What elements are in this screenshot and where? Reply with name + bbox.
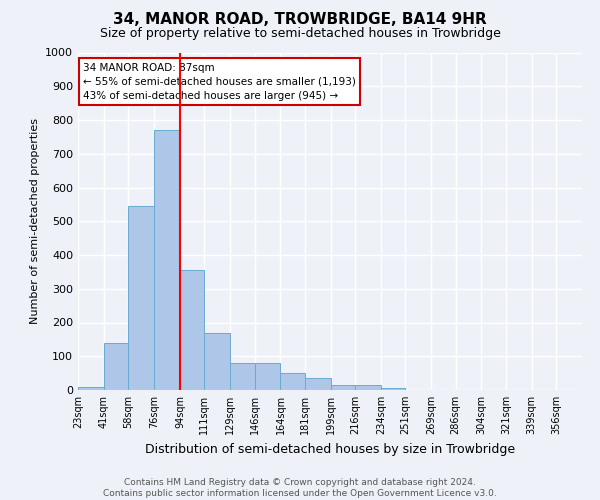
Bar [381, 388, 406, 390]
Bar [254, 363, 280, 390]
Bar [78, 386, 104, 390]
X-axis label: Distribution of semi-detached houses by size in Trowbridge: Distribution of semi-detached houses by … [145, 442, 515, 456]
Bar [280, 373, 305, 390]
Text: 34 MANOR ROAD: 87sqm
← 55% of semi-detached houses are smaller (1,193)
43% of se: 34 MANOR ROAD: 87sqm ← 55% of semi-detac… [83, 62, 356, 100]
Bar [331, 385, 355, 390]
Bar [154, 130, 180, 390]
Text: Contains HM Land Registry data © Crown copyright and database right 2024.
Contai: Contains HM Land Registry data © Crown c… [103, 478, 497, 498]
Bar [305, 378, 331, 390]
Bar [205, 332, 230, 390]
Text: Size of property relative to semi-detached houses in Trowbridge: Size of property relative to semi-detach… [100, 28, 500, 40]
Bar [230, 363, 254, 390]
Bar [128, 206, 154, 390]
Y-axis label: Number of semi-detached properties: Number of semi-detached properties [29, 118, 40, 324]
Bar [104, 343, 128, 390]
Bar [355, 385, 381, 390]
Bar [180, 270, 205, 390]
Text: 34, MANOR ROAD, TROWBRIDGE, BA14 9HR: 34, MANOR ROAD, TROWBRIDGE, BA14 9HR [113, 12, 487, 28]
